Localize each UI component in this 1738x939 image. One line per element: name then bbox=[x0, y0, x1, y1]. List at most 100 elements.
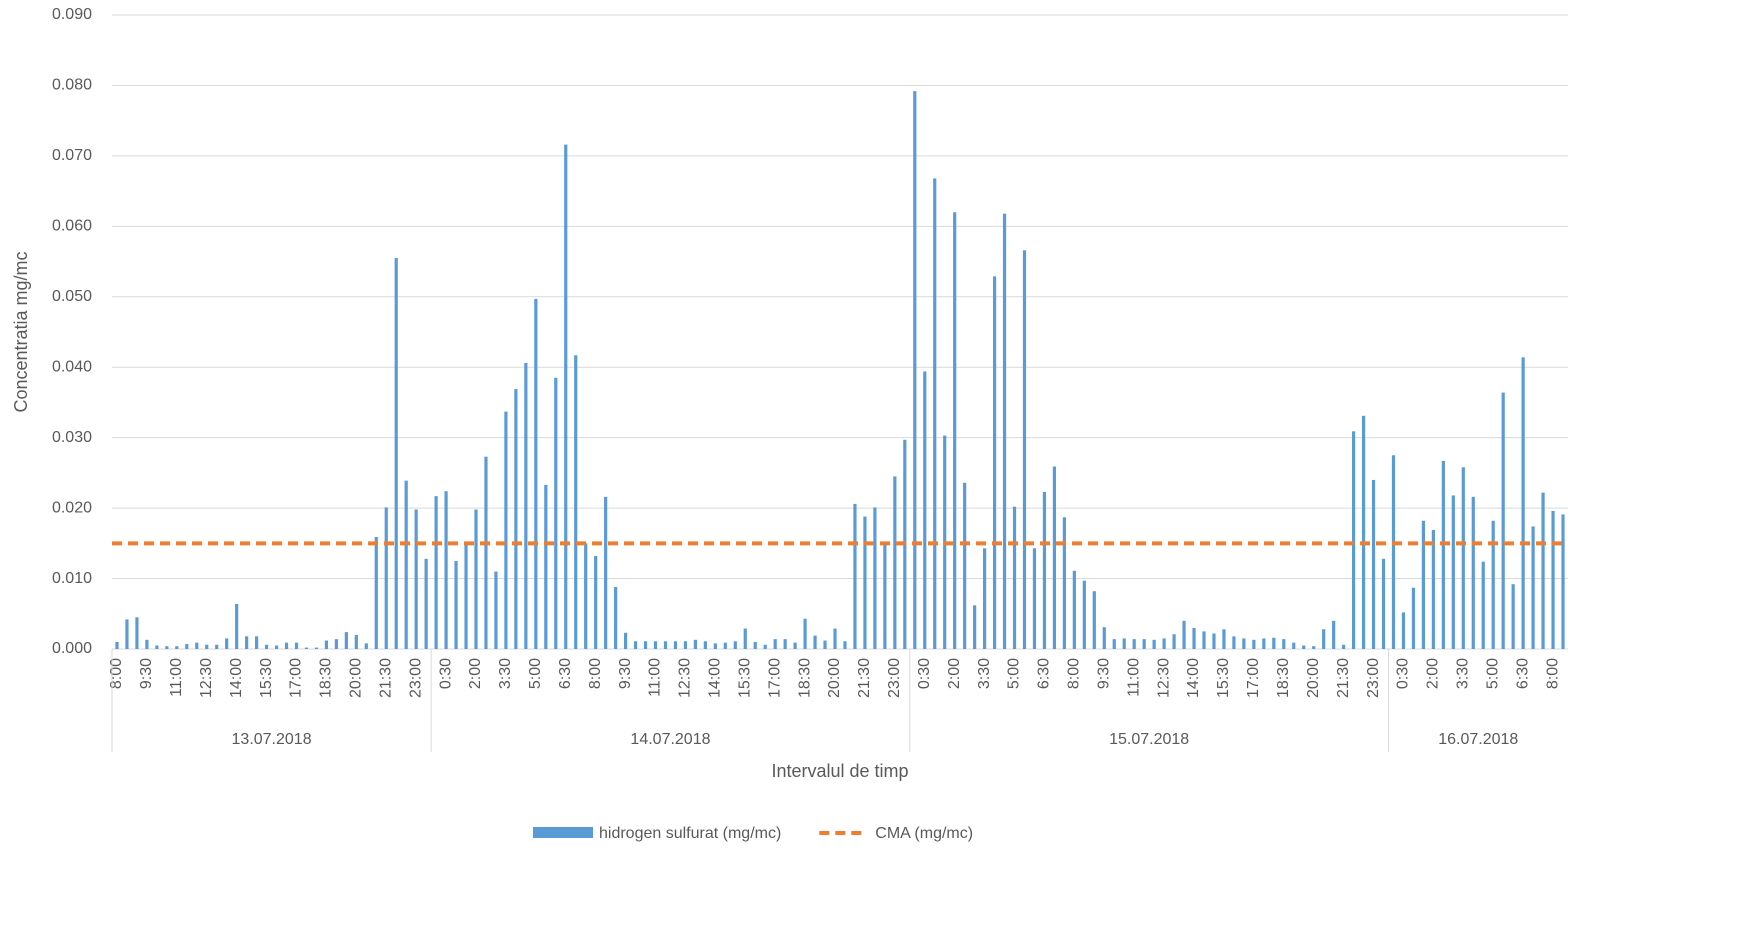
x-tick-label: 21:30 bbox=[856, 658, 873, 698]
bar bbox=[1142, 639, 1146, 649]
bar bbox=[1451, 495, 1455, 649]
y-tick-label: 0.020 bbox=[52, 499, 92, 516]
bar bbox=[584, 543, 588, 649]
bar bbox=[1202, 631, 1206, 649]
bar bbox=[474, 509, 478, 649]
x-tick-label: 15:30 bbox=[736, 658, 753, 698]
bar bbox=[823, 640, 827, 649]
bar bbox=[1152, 639, 1156, 649]
bar bbox=[444, 491, 448, 649]
bar bbox=[404, 480, 408, 649]
bar bbox=[1282, 639, 1286, 649]
x-tick-label: 3:30 bbox=[976, 658, 993, 689]
group-label: 14.07.2018 bbox=[630, 731, 710, 748]
x-tick-label: 18:30 bbox=[796, 658, 813, 698]
bar bbox=[1481, 561, 1485, 649]
bar bbox=[1072, 570, 1076, 649]
x-tick-label: 0:30 bbox=[437, 658, 454, 689]
bar bbox=[923, 371, 927, 649]
bar bbox=[1052, 466, 1057, 649]
bar bbox=[1511, 584, 1515, 649]
x-tick-label: 3:30 bbox=[1455, 658, 1472, 689]
x-tick-label: 5:00 bbox=[527, 658, 544, 689]
bar bbox=[1441, 460, 1445, 649]
x-tick-label: 14:00 bbox=[228, 658, 245, 698]
bar bbox=[594, 556, 598, 649]
bar bbox=[1102, 627, 1106, 649]
bar bbox=[933, 178, 937, 650]
x-tick-label: 12:30 bbox=[198, 658, 215, 698]
bar bbox=[1351, 431, 1356, 649]
bar bbox=[165, 646, 169, 649]
bar bbox=[1032, 548, 1037, 649]
bar bbox=[1122, 638, 1126, 649]
x-tick-label: 17:00 bbox=[766, 658, 783, 698]
bar bbox=[494, 571, 498, 649]
bar bbox=[1012, 506, 1017, 649]
x-tick-label: 9:30 bbox=[1095, 658, 1112, 689]
bar bbox=[384, 507, 388, 649]
bar bbox=[793, 642, 797, 649]
legend-swatch bbox=[533, 827, 593, 838]
bar bbox=[873, 507, 877, 649]
bar bbox=[783, 639, 787, 649]
bar bbox=[743, 628, 747, 649]
y-tick-label: 0.000 bbox=[52, 640, 92, 657]
bar bbox=[763, 644, 767, 649]
bar bbox=[245, 636, 249, 649]
x-tick-label: 6:30 bbox=[1514, 658, 1531, 689]
bar bbox=[614, 587, 618, 649]
bar bbox=[1182, 620, 1186, 649]
bar bbox=[1082, 580, 1086, 649]
x-tick-label: 6:30 bbox=[557, 658, 574, 689]
bar bbox=[883, 543, 887, 649]
bar bbox=[364, 643, 368, 649]
bar bbox=[604, 496, 608, 649]
bar bbox=[693, 639, 697, 649]
x-tick-label: 11:00 bbox=[168, 658, 185, 697]
bar bbox=[813, 635, 817, 649]
bar bbox=[185, 644, 189, 649]
bar bbox=[155, 645, 159, 649]
bar bbox=[434, 496, 438, 649]
y-tick-label: 0.040 bbox=[52, 358, 92, 375]
bar bbox=[1242, 638, 1246, 649]
bar bbox=[215, 644, 219, 649]
bar bbox=[1132, 639, 1136, 649]
bar bbox=[394, 258, 398, 649]
y-tick-label: 0.060 bbox=[52, 218, 92, 235]
bar bbox=[464, 544, 468, 649]
x-tick-label: 5:00 bbox=[1484, 658, 1501, 689]
group-label: 15.07.2018 bbox=[1109, 731, 1189, 748]
x-tick-label: 5:00 bbox=[1006, 658, 1023, 689]
bar bbox=[1022, 250, 1027, 650]
bar bbox=[1491, 520, 1495, 649]
bar bbox=[1401, 612, 1406, 649]
x-tick-label: 11:00 bbox=[1125, 658, 1142, 697]
x-tick-label: 20:00 bbox=[348, 658, 365, 698]
bar bbox=[564, 144, 568, 649]
bar bbox=[1342, 644, 1346, 649]
bar bbox=[195, 642, 199, 649]
x-tick-label: 21:30 bbox=[1335, 658, 1352, 698]
bar bbox=[1092, 591, 1096, 649]
bar bbox=[344, 632, 348, 649]
bar bbox=[235, 603, 239, 649]
bar bbox=[354, 634, 358, 649]
bar bbox=[1112, 639, 1116, 649]
bar bbox=[324, 640, 329, 649]
bar bbox=[843, 641, 847, 649]
x-tick-label: 17:00 bbox=[288, 658, 305, 698]
bar bbox=[723, 642, 727, 649]
bar bbox=[414, 509, 418, 649]
bar bbox=[504, 411, 508, 649]
bar bbox=[992, 276, 997, 649]
x-tick-label: 8:00 bbox=[587, 658, 604, 689]
x-tick-label: 18:30 bbox=[1275, 658, 1292, 698]
bar bbox=[1501, 392, 1505, 649]
x-tick-label: 8:00 bbox=[1544, 658, 1561, 689]
bar bbox=[1192, 627, 1196, 649]
bar bbox=[135, 617, 139, 649]
x-tick-label: 2:00 bbox=[1425, 658, 1442, 689]
